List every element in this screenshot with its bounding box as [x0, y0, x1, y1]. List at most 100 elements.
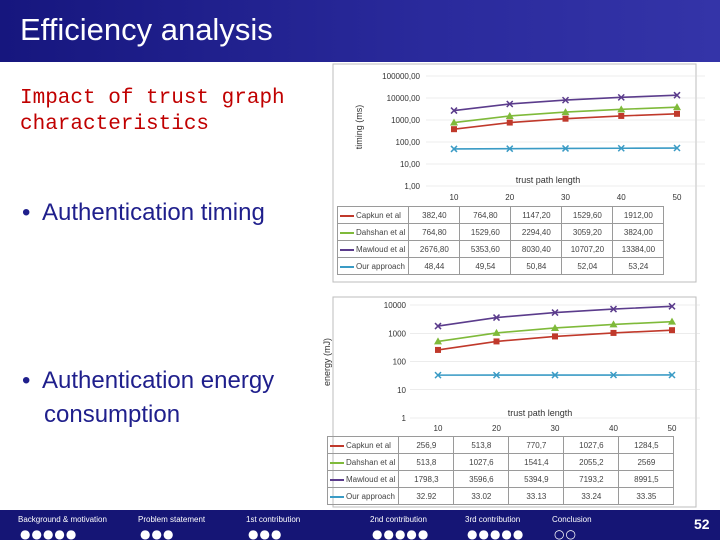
table-cell: 1529,60 — [562, 207, 613, 224]
chart-2-y-axis-label: energy (mJ) — [322, 338, 332, 386]
table-cell: 8991,5 — [619, 471, 674, 488]
chart-2-data-point — [552, 333, 558, 339]
legend-marker-icon — [340, 263, 354, 270]
table-cell: 2569 — [619, 454, 674, 471]
table-cell: 33.35 — [619, 488, 674, 505]
legend-marker-icon — [340, 212, 354, 219]
table-cell: 53,24 — [613, 258, 664, 275]
chart-2-data-point — [435, 347, 441, 353]
chart-2-y-tick-label: 1 — [402, 414, 407, 423]
table-cell: 1529,60 — [460, 224, 511, 241]
legend-marker-icon — [330, 493, 344, 500]
chart-1-y-tick-label: 1,00 — [404, 182, 420, 191]
legend-label: Mawloud et al — [346, 475, 395, 484]
table-cell: 33.13 — [509, 488, 564, 505]
chart-1-x-tick-label: 50 — [673, 193, 682, 202]
chart-2-x-tick-label: 50 — [668, 424, 677, 433]
table-cell: 2676,80 — [409, 241, 460, 258]
chart-2-x-axis-label: trust path length — [508, 408, 573, 418]
table-cell: 1284,5 — [619, 437, 674, 454]
legend-label: Capkun et al — [346, 441, 391, 450]
chart-2-data-point — [669, 327, 675, 333]
chart-1-data-point — [451, 126, 457, 132]
nav-section-label[interactable]: Conclusion — [552, 515, 592, 524]
table-cell: 3596,6 — [454, 471, 509, 488]
legend-marker-icon — [340, 246, 354, 253]
legend-entry: Mawloud et al — [338, 241, 409, 258]
chart-1-y-tick-label: 10000,00 — [387, 94, 421, 103]
table-cell: 3059,20 — [562, 224, 613, 241]
table-cell: 1541,4 — [509, 454, 564, 471]
chart-1-data-point — [507, 120, 513, 126]
legend-marker-icon — [330, 476, 344, 483]
chart-2-x-tick-label: 20 — [492, 424, 501, 433]
legend-label: Our approach — [346, 492, 395, 501]
table-cell: 2055,2 — [564, 454, 619, 471]
chart-2-x-tick-label: 10 — [434, 424, 443, 433]
table-cell: 2294,40 — [511, 224, 562, 241]
chart-1-y-tick-label: 100000,00 — [382, 72, 420, 81]
table-cell: 33.24 — [564, 488, 619, 505]
table-cell: 48,44 — [409, 258, 460, 275]
chart-1-x-tick-label: 40 — [617, 193, 626, 202]
table-cell: 5394,9 — [509, 471, 564, 488]
chart-1-data-point — [563, 116, 569, 122]
nav-section-label[interactable]: 2nd contribution — [370, 515, 427, 524]
chart-2-data-point — [494, 338, 500, 344]
chart-2-x-tick-label: 30 — [551, 424, 560, 433]
chart-1-x-tick-label: 30 — [561, 193, 570, 202]
table-cell: 764,80 — [409, 224, 460, 241]
legend-entry: Mawloud et al — [328, 471, 399, 488]
chart-2-x-tick-label: 40 — [609, 424, 618, 433]
legend-entry: Capkun et al — [338, 207, 409, 224]
chart-2-y-tick-label: 10 — [397, 386, 406, 395]
nav-progress-dots-icon[interactable]: ●●●●● — [372, 527, 429, 541]
table-cell: 1798,3 — [399, 471, 454, 488]
chart-1-data-point — [674, 111, 680, 117]
table-cell: 382,40 — [409, 207, 460, 224]
legend-entry: Our approach — [328, 488, 399, 505]
legend-entry: Our approach — [338, 258, 409, 275]
table-cell: 52,04 — [562, 258, 613, 275]
legend-label: Dahshan et al — [356, 228, 405, 237]
legend-label: Mawloud et al — [356, 245, 405, 254]
chart-2-y-tick-label: 100 — [393, 358, 407, 367]
legend-marker-icon — [330, 459, 344, 466]
nav-section-label[interactable]: Problem statement — [138, 515, 205, 524]
nav-section-label[interactable]: 3rd contribution — [465, 515, 520, 524]
table-cell: 513,8 — [454, 437, 509, 454]
legend-label: Our approach — [356, 262, 405, 271]
table-cell: 256,9 — [399, 437, 454, 454]
table-cell: 513,8 — [399, 454, 454, 471]
nav-progress-dots-icon[interactable]: ●●● — [248, 527, 282, 541]
nav-progress-dots-icon[interactable]: ●●●●● — [20, 527, 77, 541]
legend-label: Capkun et al — [356, 211, 401, 220]
table-cell: 32.92 — [399, 488, 454, 505]
table-cell: 1147,20 — [511, 207, 562, 224]
table-cell: 50,84 — [511, 258, 562, 275]
navigation-bar — [0, 510, 720, 540]
legend-entry: Dahshan et al — [328, 454, 399, 471]
chart-2-y-tick-label: 1000 — [388, 329, 406, 338]
nav-progress-dots-icon[interactable]: ●●● — [140, 527, 174, 541]
page-number: 52 — [694, 516, 710, 532]
table-cell: 764,80 — [460, 207, 511, 224]
nav-section-label[interactable]: 1st contribution — [246, 515, 300, 524]
chart-1-y-tick-label: 10,00 — [400, 160, 421, 169]
nav-progress-dots-icon[interactable]: ●●●●● — [467, 527, 524, 541]
nav-progress-dots-icon[interactable]: ○○ — [554, 527, 577, 541]
table-cell: 5353,60 — [460, 241, 511, 258]
table-cell: 10707,20 — [562, 241, 613, 258]
table-cell: 13384,00 — [613, 241, 664, 258]
chart-1-y-axis-label: timing (ms) — [354, 105, 364, 150]
legend-marker-icon — [340, 229, 354, 236]
nav-section-label[interactable]: Background & motivation — [18, 515, 107, 524]
table-cell: 1912,00 — [613, 207, 664, 224]
